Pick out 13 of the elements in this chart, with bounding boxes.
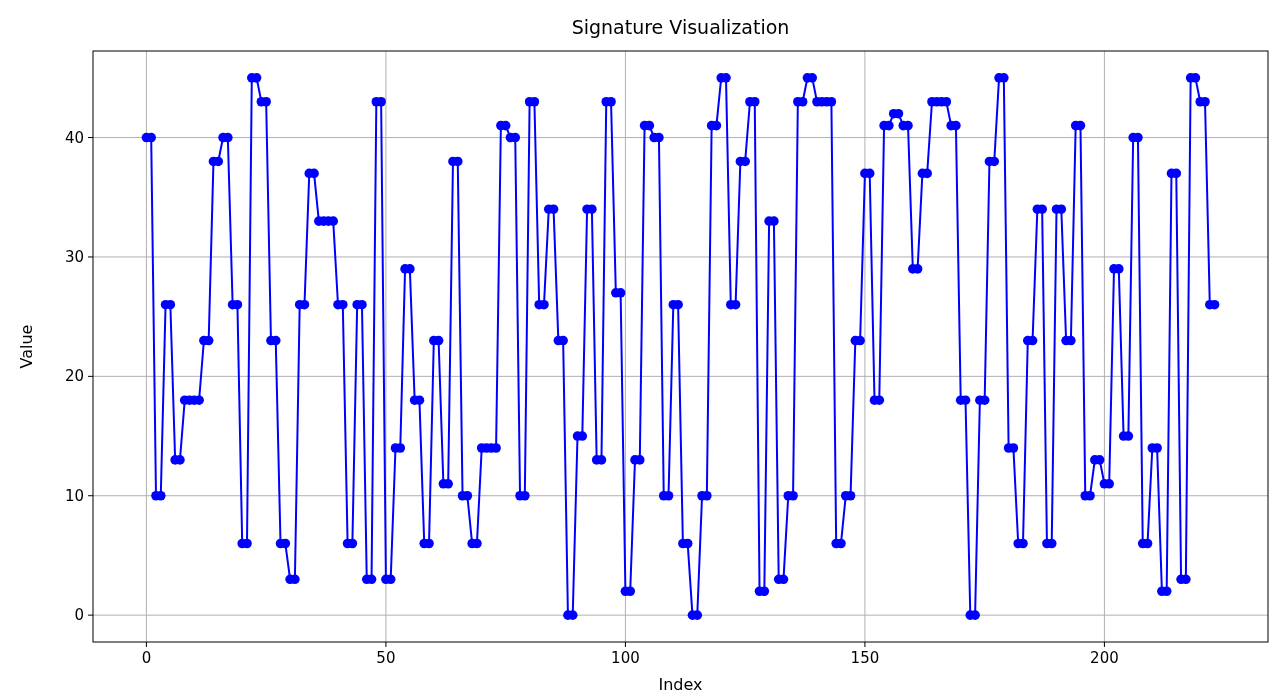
y-axis-title: Value bbox=[17, 324, 36, 369]
y-tick-label: 10 bbox=[64, 486, 84, 505]
chart-title: Signature Visualization bbox=[571, 16, 790, 38]
y-tick-label: 20 bbox=[64, 367, 84, 386]
x-axis-title: Index bbox=[658, 675, 703, 694]
x-tick-label: 0 bbox=[141, 649, 152, 667]
x-tick-label: 150 bbox=[850, 649, 880, 667]
y-tick-label: 0 bbox=[74, 606, 84, 625]
y-tick-label: 40 bbox=[64, 128, 84, 147]
x-tick-label: 50 bbox=[376, 649, 396, 667]
x-tick-label: 100 bbox=[611, 649, 640, 667]
x-tick-label: 200 bbox=[1090, 649, 1119, 667]
y-tick-label: 30 bbox=[64, 247, 84, 266]
